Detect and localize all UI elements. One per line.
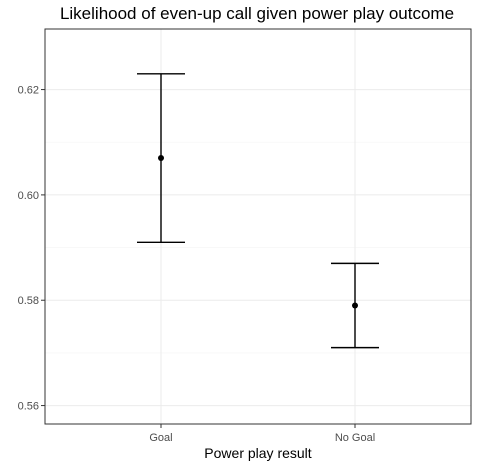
panel-border bbox=[44, 28, 472, 425]
chart-title: Likelihood of even-up call given power p… bbox=[60, 4, 454, 23]
point-estimate bbox=[158, 155, 164, 162]
y-tick-label: 0.56 bbox=[18, 401, 39, 413]
y-tick-label: 0.60 bbox=[18, 190, 39, 202]
y-axis: 0.56 0.58 0.60 0.62 bbox=[18, 85, 45, 413]
gridlines bbox=[45, 29, 471, 424]
errorbar-group bbox=[331, 262, 379, 349]
x-tick-label: Goal bbox=[149, 432, 172, 444]
x-tick-label: No Goal bbox=[335, 432, 375, 444]
plot-marks bbox=[137, 73, 379, 349]
x-axis-title: Power play result bbox=[204, 445, 311, 461]
point-estimate bbox=[352, 302, 358, 309]
x-axis: Goal No Goal bbox=[149, 424, 375, 444]
y-tick-label: 0.62 bbox=[18, 85, 39, 97]
errorbar-group bbox=[137, 73, 185, 244]
y-tick-label: 0.58 bbox=[18, 295, 39, 307]
